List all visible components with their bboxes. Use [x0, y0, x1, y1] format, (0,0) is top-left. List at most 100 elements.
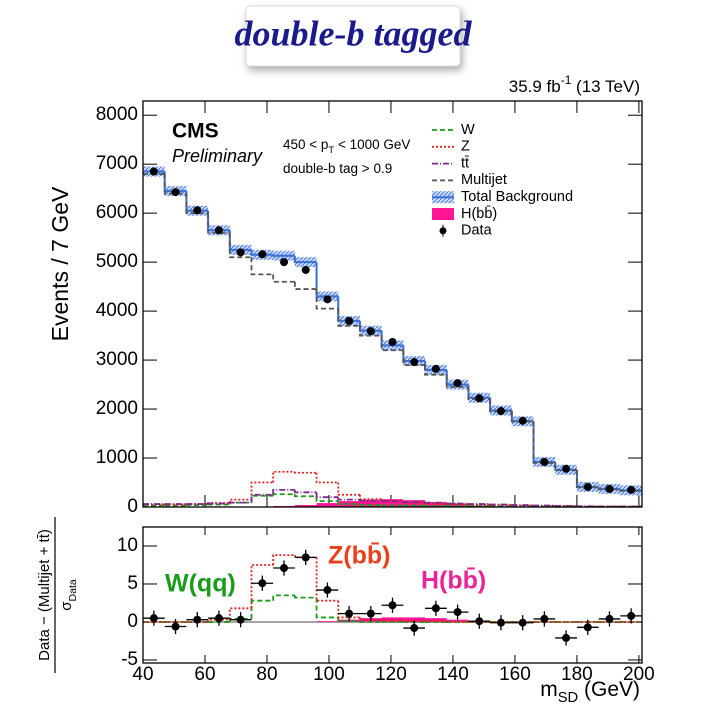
bkg-fill: [359, 499, 382, 507]
lumi-part: 35.9 fb: [509, 77, 561, 96]
bkg-fill: [403, 617, 426, 622]
data-point: [431, 604, 440, 613]
annotation: Z(bb̄): [328, 541, 390, 570]
data-point: [453, 608, 462, 617]
step: [272, 254, 295, 257]
y-tick-label: 10: [117, 535, 138, 556]
step: [315, 597, 339, 619]
x-tick-label: 180: [561, 664, 593, 685]
step: [337, 482, 360, 496]
data-point: [540, 457, 549, 466]
y-tick-label: 8000: [96, 104, 138, 125]
annotation: W(qq): [165, 570, 236, 598]
data-point: [149, 167, 158, 176]
step: [293, 471, 317, 474]
data-point: [366, 609, 375, 618]
x-tick-label: 60: [194, 664, 215, 685]
bkg-fill: [425, 502, 447, 507]
data-point: [518, 416, 527, 425]
data-point: [193, 206, 202, 215]
title-box: [245, 5, 461, 67]
y-tick-label: 5000: [96, 251, 138, 272]
step: [359, 499, 382, 502]
data-point: [258, 250, 267, 259]
step: [272, 470, 295, 483]
data-point: [193, 615, 202, 624]
data-point: [366, 327, 375, 336]
step: [185, 193, 209, 215]
data-point: [496, 618, 505, 627]
data-point: [345, 316, 354, 325]
data-point: [301, 265, 310, 274]
step: [554, 462, 577, 472]
data-point: [562, 633, 571, 642]
data-point: [518, 618, 527, 627]
step: [359, 504, 382, 506]
x-tick-label: 200: [623, 664, 655, 685]
x-axis-label: mSD (GeV): [540, 678, 640, 706]
step: [315, 262, 339, 298]
data-point: [280, 564, 289, 573]
step: [445, 621, 469, 623]
step: [272, 488, 295, 495]
step: [228, 607, 252, 620]
step: [293, 255, 317, 264]
data-point: [431, 364, 440, 373]
data-point: [496, 407, 505, 416]
y-axis-label: Data − (Multijet + tt̄): [36, 529, 53, 661]
y-tick-label: 0: [127, 611, 138, 632]
y-axis-label: Events / 7 GeV: [47, 186, 73, 341]
chart-title: double-b tagged: [235, 13, 473, 53]
data-point: [323, 295, 332, 304]
step: [250, 493, 274, 503]
legend-label: tt̄: [461, 155, 469, 171]
selection-part: < 1000 GeV: [334, 137, 410, 152]
step: [250, 564, 274, 609]
data-point: [605, 484, 614, 493]
step: [250, 494, 274, 503]
lumi-part: -1: [561, 73, 572, 87]
data-point: [345, 609, 354, 618]
data-point: [475, 394, 484, 403]
data-point: [236, 615, 245, 624]
bkg-fill: [338, 501, 360, 507]
data-point: [453, 379, 462, 388]
y-tick-label: 3000: [96, 349, 138, 370]
legend-label: Multijet: [461, 172, 507, 188]
bkg-fill: [316, 621, 339, 622]
legend-marker: [432, 208, 454, 220]
step: [228, 232, 252, 259]
data-point: [583, 623, 592, 632]
step: [337, 501, 360, 505]
data-point: [627, 611, 636, 620]
lumi-part: (13 TeV): [571, 77, 640, 96]
step: [272, 274, 295, 283]
step: [337, 497, 360, 501]
step: [402, 350, 426, 366]
step: [359, 621, 382, 623]
step: [272, 493, 295, 496]
data-point: [605, 614, 614, 623]
bkg-fill: [381, 499, 404, 507]
x-tick-label: 80: [256, 664, 277, 685]
y-axis-label-denominator-part: Data: [67, 579, 79, 601]
step: [293, 281, 317, 290]
data-point: [475, 617, 484, 626]
y-tick-label: 5: [127, 573, 138, 594]
data-point: [410, 624, 419, 633]
legend-label: W: [461, 122, 475, 138]
data-point: [388, 337, 397, 346]
legend-label: Data: [461, 223, 493, 239]
y-tick-label: 2000: [96, 398, 138, 419]
selection-part: double-b tag > 0.9: [283, 161, 392, 176]
data-point: [323, 586, 332, 595]
data-point: [410, 358, 419, 367]
step: [315, 289, 339, 310]
step: [293, 595, 317, 599]
data-point: [280, 258, 289, 267]
step: [424, 364, 447, 376]
selection-part: 450 < p: [283, 137, 328, 152]
step: [380, 335, 404, 352]
step: [250, 481, 274, 500]
